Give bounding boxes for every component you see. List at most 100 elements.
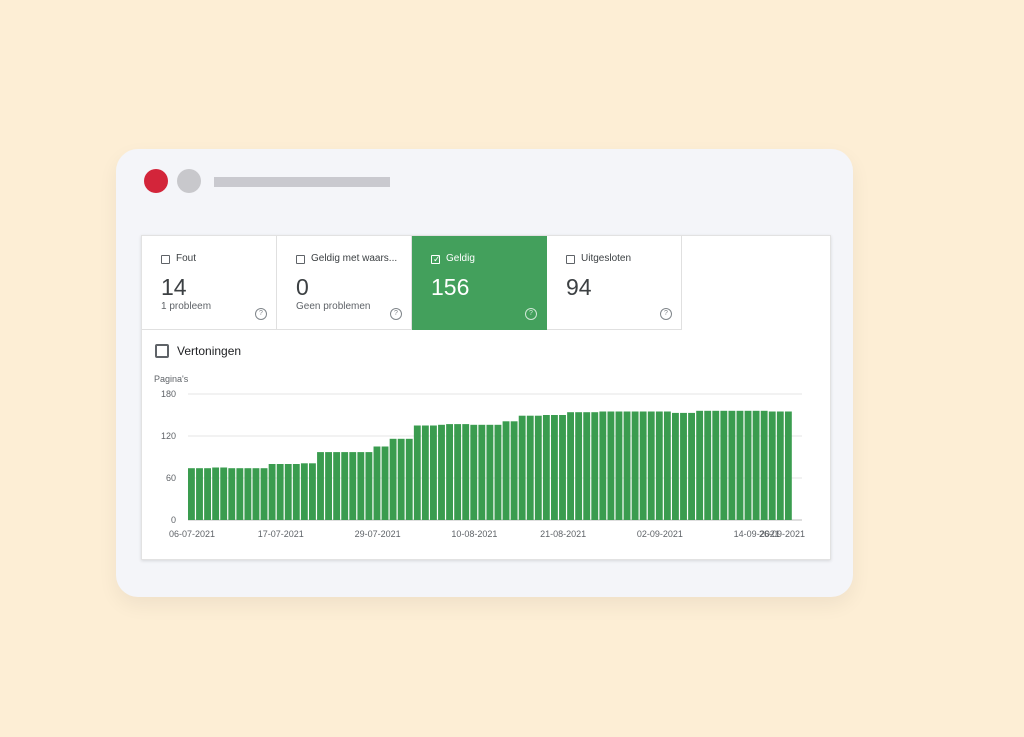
- card-value: 156: [431, 274, 470, 300]
- chart-bar[interactable]: [325, 452, 332, 520]
- chart-bar[interactable]: [397, 438, 405, 520]
- card-value: 94: [566, 274, 592, 300]
- chart-bar[interactable]: [220, 467, 228, 521]
- pages-bar-chart: Pagina's 0 60 120 180 06-07-2021 17-07-2021 2…: [154, 374, 805, 539]
- chart-bar[interactable]: [518, 415, 526, 520]
- chart-bar[interactable]: [631, 411, 639, 521]
- card-subtext: 1 probleem: [161, 301, 212, 312]
- card-valid[interactable]: ✓ Geldig 156 ?: [412, 236, 547, 330]
- chart-bar[interactable]: [728, 410, 736, 520]
- valid-checkbox[interactable]: ✓: [431, 254, 441, 264]
- chart-bar[interactable]: [389, 438, 397, 520]
- status-cards: Fout 14 1 probleem ? Geldig met waars...…: [142, 236, 685, 330]
- chart-bar[interactable]: [486, 424, 494, 520]
- chart-bar[interactable]: [696, 410, 704, 520]
- coverage-report-panel: Fout 14 1 probleem ? Geldig met waars...…: [141, 235, 831, 560]
- chart-bar[interactable]: [672, 412, 679, 520]
- chart-bar[interactable]: [760, 410, 768, 520]
- excluded-checkbox[interactable]: [566, 255, 575, 264]
- chart-bar[interactable]: [244, 468, 252, 520]
- chart-bar[interactable]: [623, 411, 631, 521]
- chart-bar[interactable]: [615, 411, 623, 521]
- chart-bar[interactable]: [204, 468, 211, 520]
- chart-bar[interactable]: [744, 410, 752, 520]
- valid-with-warnings-checkbox[interactable]: [296, 255, 305, 264]
- chart-bar[interactable]: [300, 463, 308, 520]
- chart-bar[interactable]: [655, 411, 663, 521]
- chart-bar[interactable]: [551, 415, 558, 520]
- chart-bar[interactable]: [542, 415, 550, 520]
- chart-bar[interactable]: [421, 425, 429, 521]
- chart-bar[interactable]: [228, 468, 236, 520]
- chart-bar[interactable]: [526, 415, 534, 520]
- chart-bar[interactable]: [478, 424, 486, 520]
- chart-bar[interactable]: [704, 410, 712, 520]
- chart-bar[interactable]: [712, 410, 720, 520]
- chart-bar[interactable]: [599, 411, 607, 521]
- error-checkbox[interactable]: [161, 255, 170, 264]
- chart-bar[interactable]: [349, 452, 357, 520]
- card-error[interactable]: Fout 14 1 probleem ?: [142, 236, 277, 330]
- impressions-label: Vertoningen: [177, 344, 242, 358]
- chart-bar[interactable]: [454, 424, 462, 520]
- chart-bar[interactable]: [236, 468, 244, 520]
- chart-bar[interactable]: [680, 412, 687, 520]
- chart-bar[interactable]: [784, 411, 792, 521]
- chart-bar[interactable]: [583, 412, 591, 520]
- chart-bar[interactable]: [446, 424, 453, 520]
- chart-bar[interactable]: [317, 452, 324, 520]
- chart-bar[interactable]: [639, 411, 647, 521]
- chart-bar[interactable]: [462, 424, 470, 520]
- help-icon[interactable]: ?: [525, 308, 537, 320]
- chart-bar[interactable]: [559, 415, 566, 520]
- chart-bar[interactable]: [567, 412, 574, 520]
- chart-bar[interactable]: [502, 421, 510, 520]
- chart-bar[interactable]: [413, 425, 421, 521]
- chart-bar[interactable]: [309, 463, 316, 520]
- chart-bar[interactable]: [276, 464, 284, 520]
- chart-bar[interactable]: [196, 468, 203, 520]
- chart-bar[interactable]: [212, 467, 220, 521]
- help-icon[interactable]: ?: [660, 308, 672, 320]
- chart-bar[interactable]: [776, 411, 784, 521]
- help-icon[interactable]: ?: [255, 308, 267, 320]
- chart-bar[interactable]: [284, 464, 292, 520]
- card-valid-with-warnings[interactable]: Geldig met waars... 0 Geen problemen ?: [277, 236, 412, 330]
- chart-bar[interactable]: [438, 424, 445, 520]
- chart-bar[interactable]: [268, 464, 276, 520]
- chart-bar[interactable]: [534, 415, 542, 520]
- chart-bar[interactable]: [752, 410, 760, 520]
- card-label: Fout: [176, 253, 197, 264]
- chart-bar[interactable]: [333, 452, 341, 520]
- chart-bar[interactable]: [373, 446, 381, 521]
- chart-bar[interactable]: [470, 424, 478, 520]
- chart-bar[interactable]: [381, 446, 389, 521]
- close-window-button[interactable]: [144, 169, 168, 193]
- card-excluded[interactable]: Uitgesloten 94 ?: [547, 236, 682, 330]
- impressions-checkbox[interactable]: [155, 344, 169, 358]
- chart-bar[interactable]: [510, 421, 518, 520]
- chart-bar[interactable]: [357, 452, 365, 520]
- minimize-window-button[interactable]: [177, 169, 201, 193]
- chart-bar[interactable]: [688, 412, 695, 520]
- y-axis-label: Pagina's: [154, 374, 189, 384]
- chart-bar[interactable]: [188, 468, 195, 520]
- chart-bar[interactable]: [341, 452, 349, 520]
- chart-bar[interactable]: [607, 411, 615, 521]
- chart-bar[interactable]: [575, 412, 583, 520]
- chart-bar[interactable]: [768, 411, 776, 521]
- chart-bar[interactable]: [494, 424, 502, 520]
- browser-window: Fout 14 1 probleem ? Geldig met waars...…: [116, 149, 853, 597]
- chart-bar[interactable]: [430, 425, 437, 521]
- chart-bar[interactable]: [260, 468, 268, 520]
- chart-bar[interactable]: [663, 411, 671, 521]
- chart-bar[interactable]: [292, 464, 300, 520]
- chart-bar[interactable]: [736, 410, 744, 520]
- chart-bar[interactable]: [720, 410, 728, 520]
- chart-bar[interactable]: [405, 438, 413, 520]
- chart-bar[interactable]: [365, 452, 373, 520]
- chart-bar[interactable]: [252, 468, 260, 520]
- help-icon[interactable]: ?: [390, 308, 402, 320]
- chart-bar[interactable]: [591, 412, 599, 520]
- chart-bar[interactable]: [647, 411, 655, 521]
